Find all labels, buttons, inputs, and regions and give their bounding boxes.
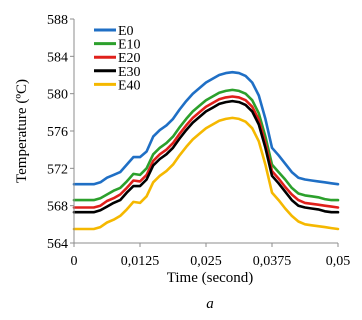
x-axis: 0 0,0125 0,025 0,0375 0,05 <box>71 242 351 269</box>
y-tick-label: 576 <box>47 125 68 140</box>
x-tick-label: 0,0125 <box>121 254 160 269</box>
x-tick-label: 0 <box>71 254 78 269</box>
x-tick-label: 0,05 <box>326 254 351 269</box>
series-line-e20 <box>72 95 340 209</box>
y-axis-label: Temperature (ºC) <box>14 79 30 183</box>
y-axis: 564 568 572 576 580 584 588 <box>47 13 75 252</box>
legend-label-e20: E20 <box>118 51 141 66</box>
y-tick-label: 564 <box>47 237 68 252</box>
figure-caption: a <box>206 296 214 312</box>
series-line-e10 <box>72 88 340 202</box>
series-line-e30 <box>72 99 340 214</box>
x-axis-label: Time (second) <box>167 270 254 286</box>
legend-label-e10: E10 <box>118 38 141 53</box>
plot-area <box>72 70 340 231</box>
x-tick-label: 0,0375 <box>253 254 292 269</box>
y-tick-label: 580 <box>47 88 68 103</box>
legend-label-e40: E40 <box>118 78 141 93</box>
y-tick-label: 584 <box>47 50 68 65</box>
y-tick-label: 568 <box>47 200 68 215</box>
y-tick-label: 588 <box>47 13 68 28</box>
y-tick-label: 572 <box>47 162 68 177</box>
legend-label-e30: E30 <box>118 65 141 80</box>
legend-label-e0: E0 <box>118 24 134 39</box>
x-tick-label: 0,025 <box>190 254 222 269</box>
series-line-e40 <box>72 116 340 231</box>
series-line-e0 <box>72 70 340 186</box>
